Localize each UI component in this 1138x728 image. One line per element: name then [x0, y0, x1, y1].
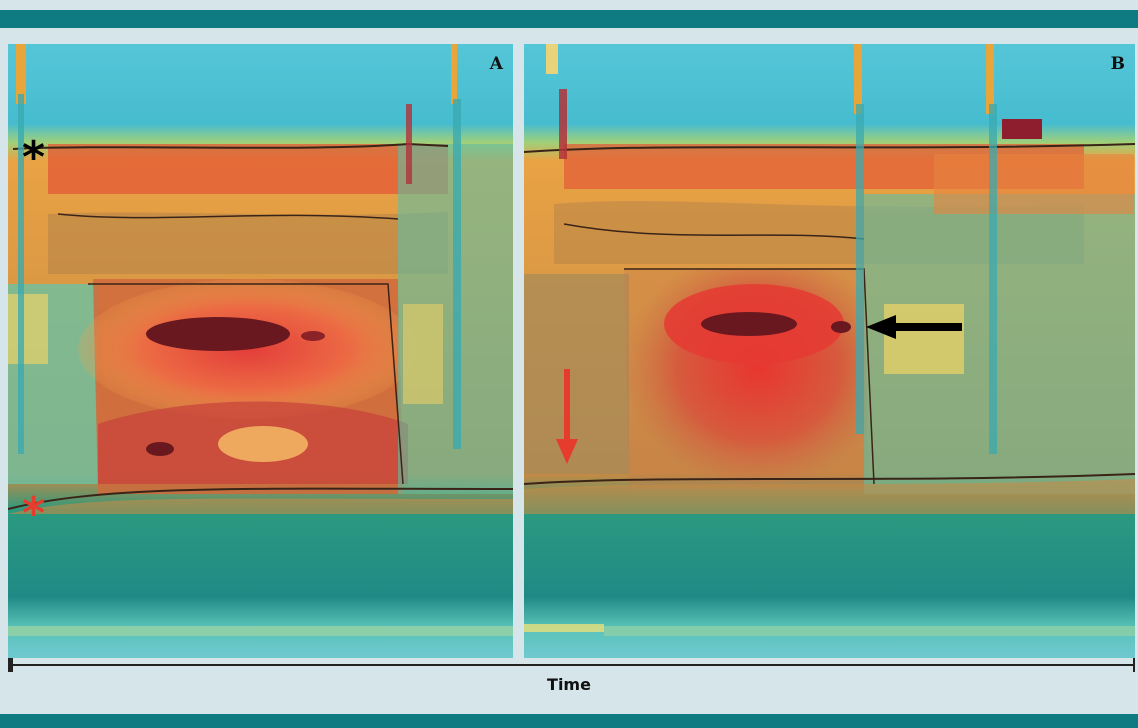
contour-line-top — [524, 143, 1135, 153]
time-axis-label: Time — [547, 675, 591, 694]
swallow-spike-1 — [16, 44, 26, 104]
right-yellow — [403, 304, 443, 404]
contour-line-bottom — [524, 473, 1135, 485]
time-axis — [8, 658, 1135, 672]
upper-band — [48, 144, 448, 194]
panel-label-a: A — [489, 54, 503, 74]
contour-line-central — [88, 283, 404, 485]
swallow-spike-1b — [559, 89, 567, 159]
asterisk-black: * — [22, 132, 45, 183]
left-yellow — [8, 294, 48, 364]
black-arrow — [866, 315, 962, 339]
pressure-topography-a: * * — [8, 44, 513, 658]
red-arrow — [556, 369, 578, 464]
swallow-spike-1 — [546, 44, 558, 74]
pressure-topography-b — [524, 44, 1135, 658]
swallow-column-3 — [989, 104, 997, 454]
upper-contour — [48, 212, 448, 274]
bottom-strip-yellow — [524, 624, 604, 632]
swallow-spike-3 — [986, 44, 994, 114]
swallow-column-2 — [856, 104, 864, 434]
swallow-spike-2 — [854, 44, 862, 114]
top-band — [0, 10, 1138, 28]
contour-line-upper — [57, 213, 399, 220]
panel-a: * * A — [8, 44, 513, 658]
right-orange — [934, 154, 1134, 214]
bottom-strip — [8, 626, 513, 636]
pressure-peak — [146, 317, 290, 351]
pressure-peak — [701, 312, 797, 336]
lower-orange — [218, 426, 308, 462]
swallow-spike-2 — [406, 104, 412, 184]
swallow-column-3 — [453, 99, 461, 449]
pressure-peak-small — [831, 321, 851, 333]
contour-line-upper — [563, 223, 865, 240]
contour-line-top — [12, 142, 449, 150]
pressure-peak-small — [301, 331, 325, 341]
left-region — [524, 274, 629, 474]
swallow-spike-3 — [451, 44, 457, 104]
lower-band — [524, 479, 1135, 514]
bottom-strip — [604, 626, 1135, 636]
right-yellow — [884, 304, 964, 374]
swallow-column-1 — [18, 94, 24, 454]
bottom-band — [0, 714, 1138, 728]
lower-band — [8, 498, 513, 514]
panel-b: B — [524, 44, 1135, 658]
lower-peak — [146, 442, 174, 456]
dark-patch — [1002, 119, 1042, 139]
contour-line-bottom — [8, 487, 513, 510]
asterisk-red: * — [22, 488, 45, 539]
panel-label-b: B — [1110, 54, 1125, 74]
